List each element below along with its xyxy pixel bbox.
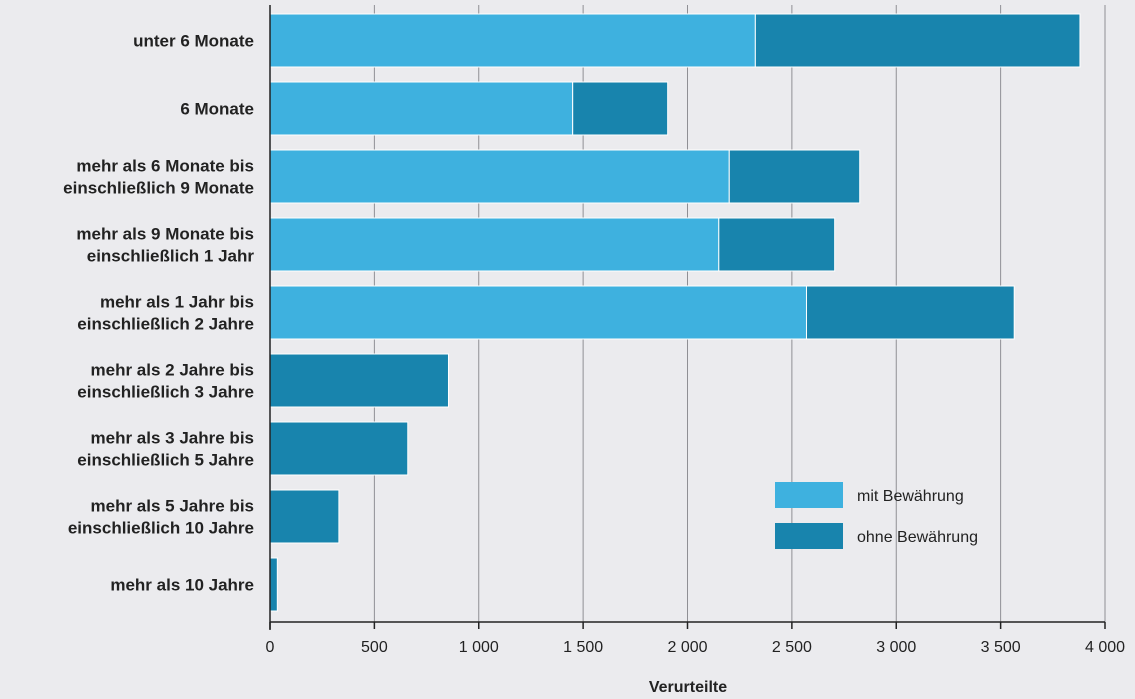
category-labels: unter 6 Monate 6 Monate mehr als 6 Monate …	[63, 32, 254, 595]
x-tick-label: 1 500	[563, 639, 603, 656]
x-tick-label: 0	[266, 639, 275, 656]
x-tick-label: 3 000	[876, 639, 916, 656]
x-tick-label: 3 500	[981, 639, 1021, 656]
category-label: unter 6 Monate	[133, 32, 254, 51]
bar-segment-mit-bewaehrung	[269, 81, 574, 136]
bar-segment-ohne-bewaehrung	[805, 285, 1015, 340]
legend: mit Bewährung ohne Bewährung	[775, 482, 978, 549]
category-label: mehr als 9 Monate bis einschließlich 1 Ja…	[76, 225, 254, 266]
legend-label: mit Bewährung	[857, 488, 964, 505]
bar-segment-ohne-bewaehrung	[269, 557, 278, 612]
category-label: mehr als 1 Jahr bis einschließlich 2 Jahr…	[77, 293, 254, 334]
x-tick-label: 2 000	[667, 639, 707, 656]
x-axis-title: Verurteilte	[649, 679, 727, 696]
legend-label: ohne Bewährung	[857, 529, 978, 546]
x-tick-label: 2 500	[772, 639, 812, 656]
bar-segment-ohne-bewaehrung	[572, 81, 669, 136]
legend-swatch	[775, 482, 843, 508]
x-tick-label: 500	[361, 639, 388, 656]
category-label: mehr als 10 Jahre	[110, 576, 254, 595]
bar-segment-ohne-bewaehrung	[728, 149, 861, 204]
bar-segment-mit-bewaehrung	[269, 285, 807, 340]
bar-segment-ohne-bewaehrung	[718, 217, 836, 272]
bar-segment-mit-bewaehrung	[269, 217, 720, 272]
category-label: mehr als 2 Jahre bis einschließlich 3 Jah…	[77, 361, 254, 402]
x-tick-labels: 0 500 1 000 1 500 2 000 2 500 3 000 3 500 4 000	[266, 639, 1126, 656]
bar-segment-mit-bewaehrung	[269, 149, 730, 204]
bar-segment-ohne-bewaehrung	[269, 421, 409, 476]
legend-swatch	[775, 523, 843, 549]
category-label: mehr als 3 Jahre bis einschließlich 5 Jah…	[77, 429, 254, 470]
bars	[269, 13, 1081, 612]
bar-segment-ohne-bewaehrung	[269, 489, 340, 544]
bar-segment-ohne-bewaehrung	[754, 13, 1081, 68]
axes	[269, 5, 1106, 630]
x-tick-label: 4 000	[1085, 639, 1125, 656]
bar-segment-mit-bewaehrung	[269, 13, 756, 68]
category-label: mehr als 5 Jahre bis einschließlich 10 Ja…	[68, 497, 254, 538]
x-tick-label: 1 000	[459, 639, 499, 656]
bar-segment-ohne-bewaehrung	[269, 353, 449, 408]
category-label: 6 Monate	[180, 100, 254, 119]
category-label: mehr als 6 Monate bis einschließlich 9 Mo…	[63, 157, 254, 198]
